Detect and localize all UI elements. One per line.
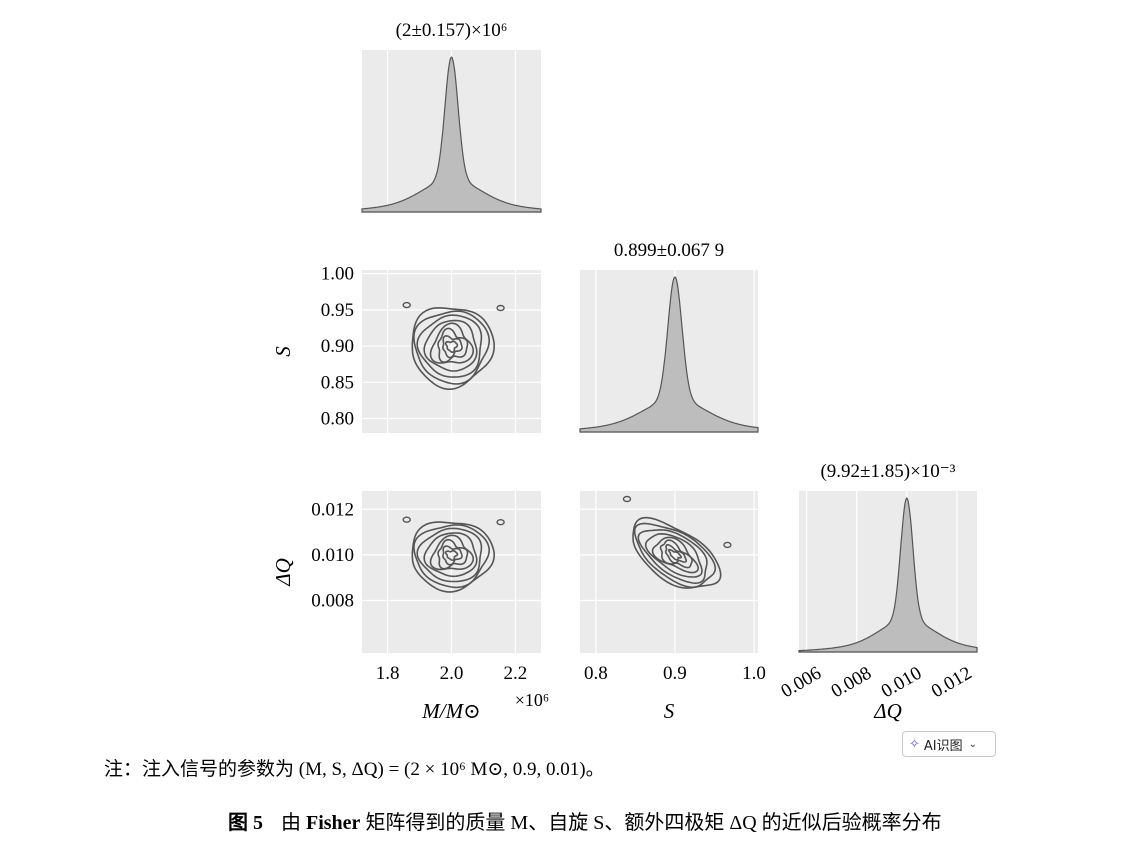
contour-line <box>411 521 496 593</box>
x-tick-label: 0.8 <box>584 663 608 684</box>
summary-label-2: (9.92±1.85)×10⁻³ <box>820 461 955 482</box>
contour-line <box>411 307 496 390</box>
contour-island <box>496 519 505 526</box>
contour-set <box>622 495 732 589</box>
contour-line <box>416 527 483 583</box>
sparkle-icon: ✧ <box>909 736 920 752</box>
contour-line <box>632 516 722 589</box>
contour-line <box>429 534 474 571</box>
contour-line <box>437 327 469 364</box>
y-tick-label: 0.012 <box>311 499 354 520</box>
contour-line <box>423 319 478 372</box>
contour-line <box>444 340 459 353</box>
x-tick-label: 0.9 <box>663 663 687 684</box>
x-tick-label: 2.0 <box>440 663 464 684</box>
contour-line <box>442 335 463 359</box>
y-tick-label: 0.80 <box>321 409 354 430</box>
x-tick-label: 1.8 <box>376 663 400 684</box>
x-tick-label: 1.0 <box>742 663 766 684</box>
contour-line <box>644 532 703 578</box>
y-tick-label: 0.90 <box>321 336 354 357</box>
x-tick-label: 2.2 <box>504 663 528 684</box>
figure-caption: 图 5 由 Fisher 矩阵得到的质量 M、自旋 S、额外四极矩 ΔQ 的近似后… <box>228 806 942 835</box>
contour-island <box>723 541 732 549</box>
x-axis-label: M/M⊙ <box>421 699 480 723</box>
x-tick-label: 0.006 <box>777 663 825 703</box>
x-tick-label: 0.008 <box>828 663 876 703</box>
contour-line <box>651 536 700 574</box>
contour-island <box>622 495 632 503</box>
panel-background <box>580 491 758 653</box>
y-tick-label: 0.95 <box>321 300 354 321</box>
contour-line <box>668 548 682 561</box>
y-tick-label: 1.00 <box>321 264 354 285</box>
contour-line <box>437 538 469 570</box>
caption-text-a: 由 <box>281 812 306 834</box>
note-formula: (M, S, ΔQ) = (2 × 10⁶ M⊙, 0.9, 0.01)。 <box>298 759 605 780</box>
summary-label-0: (2±0.157)×10⁶ <box>396 20 508 41</box>
contour-line <box>664 543 687 564</box>
caption-number: 图 5 <box>228 812 263 834</box>
contour-island <box>496 304 505 312</box>
x-tick-label: 0.010 <box>878 663 926 703</box>
caption-bold-word: Fisher <box>306 812 361 834</box>
contour-line <box>442 545 463 566</box>
note-prefix: 注：注入信号的参数为 <box>104 759 299 780</box>
x-axis-label: ΔQ <box>873 699 902 723</box>
density-curve-2 <box>798 497 978 653</box>
contour-island <box>402 301 411 309</box>
y-axis-label: ΔQ <box>271 558 295 587</box>
y-tick-label: 0.85 <box>321 372 354 393</box>
contour-line <box>423 532 478 578</box>
contour-line <box>429 322 474 364</box>
y-tick-label: 0.010 <box>311 545 354 566</box>
contour-line <box>444 549 459 562</box>
corner-plot: (2±0.157)×10⁶ 0.899±0.067 9 (9.92±1.85)×10… <box>271 20 978 723</box>
x-axis-multiplier: ×10⁶ <box>515 690 549 710</box>
density-curve-1 <box>579 276 759 433</box>
y-tick-label: 0.008 <box>311 591 354 612</box>
ai-recognize-button[interactable]: ✧ AI识图 ⌄ <box>902 731 996 757</box>
ai-button-label: AI识图 <box>923 738 963 754</box>
y-axis-label: S <box>271 346 295 357</box>
x-tick-label: 0.012 <box>928 663 976 703</box>
summary-label-1: 0.899±0.067 9 <box>614 240 724 261</box>
contour-line <box>659 539 693 569</box>
chevron-down-icon: ⌄ <box>968 738 978 750</box>
contour-island <box>402 516 411 523</box>
density-curve-0 <box>361 56 542 213</box>
caption-text-b: 矩阵得到的质量 M、自旋 S、额外四极矩 ΔQ 的近似后验概率分布 <box>360 812 942 834</box>
x-axis-label: S <box>664 699 675 723</box>
figure-note: 注：注入信号的参数为 (M, S, ΔQ) = (2 × 10⁶ M⊙, 0.9… <box>104 754 605 781</box>
contour-set <box>402 301 505 390</box>
contour-line <box>637 529 708 585</box>
contour-line <box>416 314 483 378</box>
contour-set <box>402 516 505 593</box>
